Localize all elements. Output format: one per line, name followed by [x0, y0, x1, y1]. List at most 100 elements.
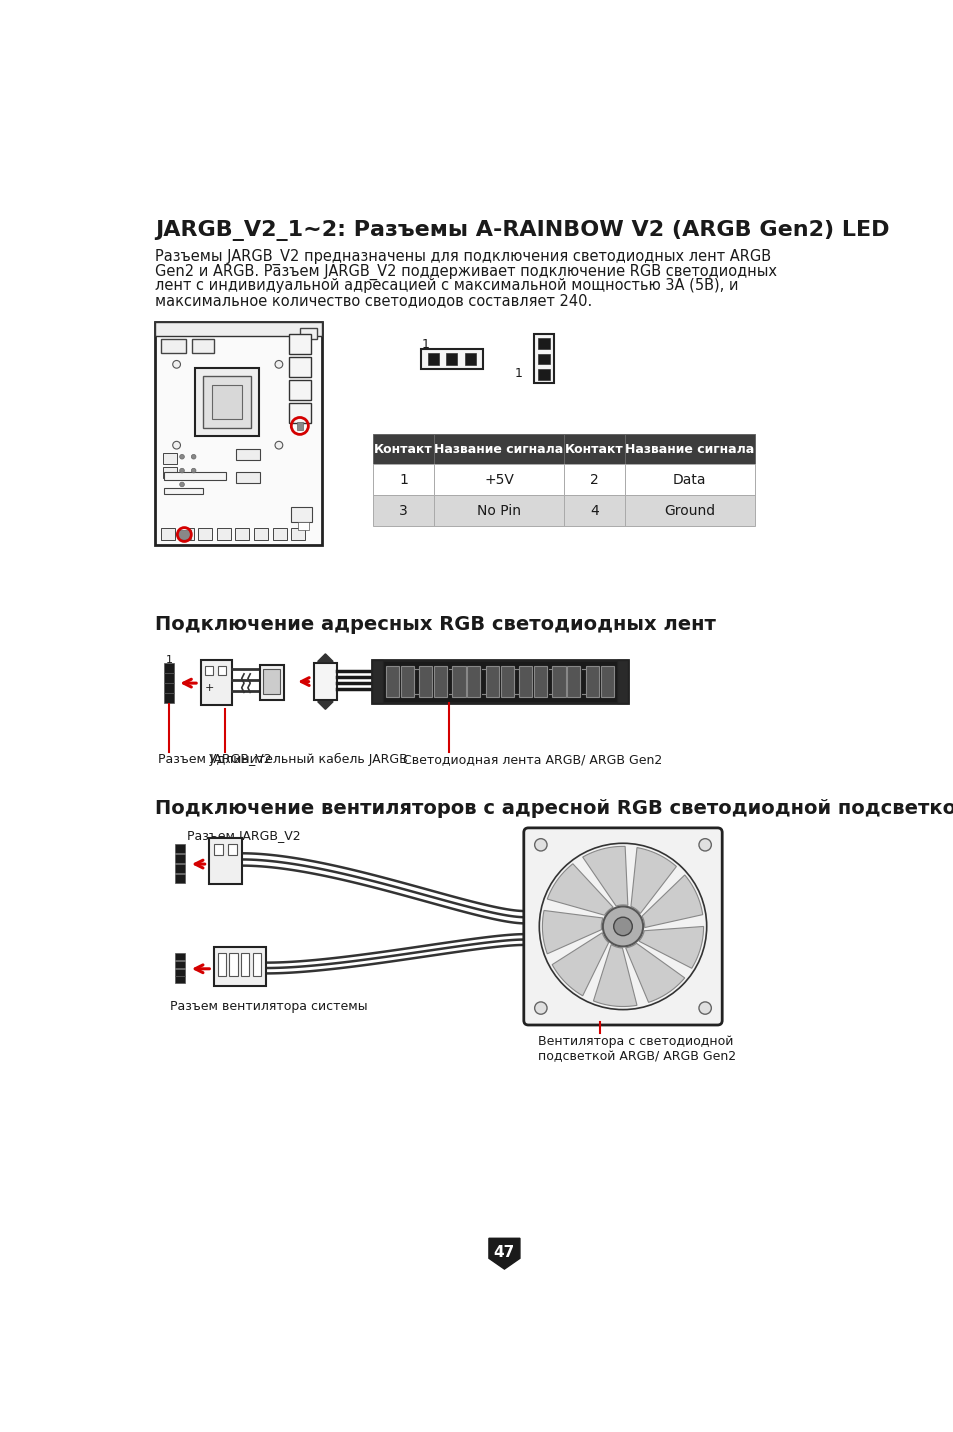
- Bar: [154, 322, 321, 337]
- Text: 3: 3: [399, 504, 408, 517]
- Bar: [174, 954, 185, 961]
- Circle shape: [613, 918, 632, 935]
- Polygon shape: [625, 944, 684, 1002]
- Text: Data: Data: [672, 473, 705, 487]
- Bar: [314, 663, 336, 700]
- Bar: [174, 977, 185, 984]
- Bar: [599, 666, 613, 697]
- Bar: [198, 528, 212, 540]
- Bar: [289, 402, 311, 422]
- Text: +5V: +5V: [483, 473, 514, 487]
- Text: лент с индивидуальной адресацией с максимальной мощностью 3А (5В), и: лент с индивидуальной адресацией с макси…: [154, 278, 738, 294]
- Bar: [212, 385, 241, 420]
- Bar: [467, 666, 480, 697]
- Bar: [385, 666, 398, 697]
- Bar: [624, 434, 754, 464]
- Polygon shape: [641, 875, 702, 928]
- Bar: [373, 495, 434, 526]
- Bar: [534, 666, 546, 697]
- Text: 47: 47: [494, 1244, 515, 1260]
- Text: Разъем вентилятора системы: Разъем вентилятора системы: [171, 1000, 368, 1012]
- Text: Контакт: Контакт: [374, 442, 433, 455]
- Bar: [289, 357, 311, 377]
- Bar: [518, 666, 532, 697]
- Polygon shape: [317, 654, 333, 662]
- Bar: [235, 528, 249, 540]
- Text: Светодиодная лента ARGB/ ARGB Gen2: Светодиодная лента ARGB/ ARGB Gen2: [402, 753, 661, 766]
- Polygon shape: [630, 848, 676, 914]
- Bar: [241, 954, 249, 977]
- Bar: [192, 339, 213, 352]
- FancyBboxPatch shape: [523, 828, 721, 1025]
- Circle shape: [179, 454, 184, 460]
- Bar: [534, 334, 554, 382]
- Bar: [174, 961, 185, 968]
- Bar: [203, 375, 251, 428]
- Circle shape: [534, 839, 546, 851]
- Bar: [273, 528, 286, 540]
- Bar: [617, 660, 627, 703]
- Bar: [500, 666, 513, 697]
- Bar: [373, 464, 434, 495]
- Text: Разъем JARGB_V2: Разъем JARGB_V2: [187, 831, 301, 843]
- Text: No Pin: No Pin: [476, 504, 520, 517]
- Bar: [372, 660, 627, 703]
- Bar: [434, 464, 563, 495]
- Polygon shape: [542, 911, 602, 954]
- Bar: [213, 843, 223, 855]
- Circle shape: [699, 1002, 711, 1014]
- Bar: [296, 422, 303, 430]
- Bar: [253, 954, 261, 977]
- Circle shape: [172, 441, 180, 450]
- Bar: [563, 495, 624, 526]
- Polygon shape: [547, 863, 613, 915]
- Text: Вентилятора с светодиодной
подсветкой ARGB/ ARGB Gen2: Вентилятора с светодиодной подсветкой AR…: [537, 1035, 735, 1063]
- Bar: [154, 322, 321, 546]
- Text: Удлинительный кабель JARGB: Удлинительный кабель JARGB: [209, 753, 408, 766]
- Bar: [174, 969, 185, 975]
- Bar: [434, 434, 563, 464]
- Bar: [537, 369, 550, 379]
- Text: максимальное количество светодиодов составляет 240.: максимальное количество светодиодов сост…: [154, 292, 592, 308]
- Bar: [372, 660, 382, 703]
- Text: Название сигнала: Название сигнала: [624, 442, 754, 455]
- Bar: [373, 434, 434, 464]
- Bar: [228, 843, 236, 855]
- Polygon shape: [593, 945, 637, 1007]
- Text: 1: 1: [165, 654, 172, 664]
- Bar: [195, 368, 258, 435]
- Bar: [418, 666, 432, 697]
- Text: Gen2 и ARGB. Разъем JARGB_V2 поддерживает подключение RGB светодиодных: Gen2 и ARGB. Разъем JARGB_V2 поддерживае…: [154, 263, 776, 279]
- Bar: [259, 664, 284, 700]
- Bar: [485, 666, 498, 697]
- Bar: [421, 349, 483, 369]
- Bar: [174, 874, 185, 882]
- Circle shape: [699, 839, 711, 851]
- Bar: [174, 863, 185, 872]
- Circle shape: [274, 361, 282, 368]
- Bar: [253, 528, 268, 540]
- Bar: [162, 453, 176, 464]
- Bar: [298, 523, 309, 530]
- Bar: [434, 666, 447, 697]
- Bar: [299, 328, 316, 339]
- Bar: [552, 666, 565, 697]
- Bar: [174, 853, 185, 862]
- Text: 2: 2: [589, 473, 598, 487]
- Bar: [263, 669, 280, 695]
- Circle shape: [274, 441, 282, 450]
- Bar: [452, 666, 465, 697]
- Bar: [434, 495, 563, 526]
- Text: 1: 1: [421, 338, 429, 351]
- Bar: [216, 528, 231, 540]
- Circle shape: [534, 1002, 546, 1014]
- Text: 4: 4: [589, 504, 598, 517]
- Bar: [179, 528, 193, 540]
- Bar: [427, 352, 438, 365]
- Text: Ground: Ground: [663, 504, 715, 517]
- Bar: [217, 954, 226, 977]
- Text: Название сигнала: Название сигнала: [434, 442, 563, 455]
- Text: Подключение адресных RGB светодиодных лент: Подключение адресных RGB светодиодных ле…: [154, 614, 715, 633]
- Bar: [537, 354, 550, 364]
- Bar: [178, 530, 191, 538]
